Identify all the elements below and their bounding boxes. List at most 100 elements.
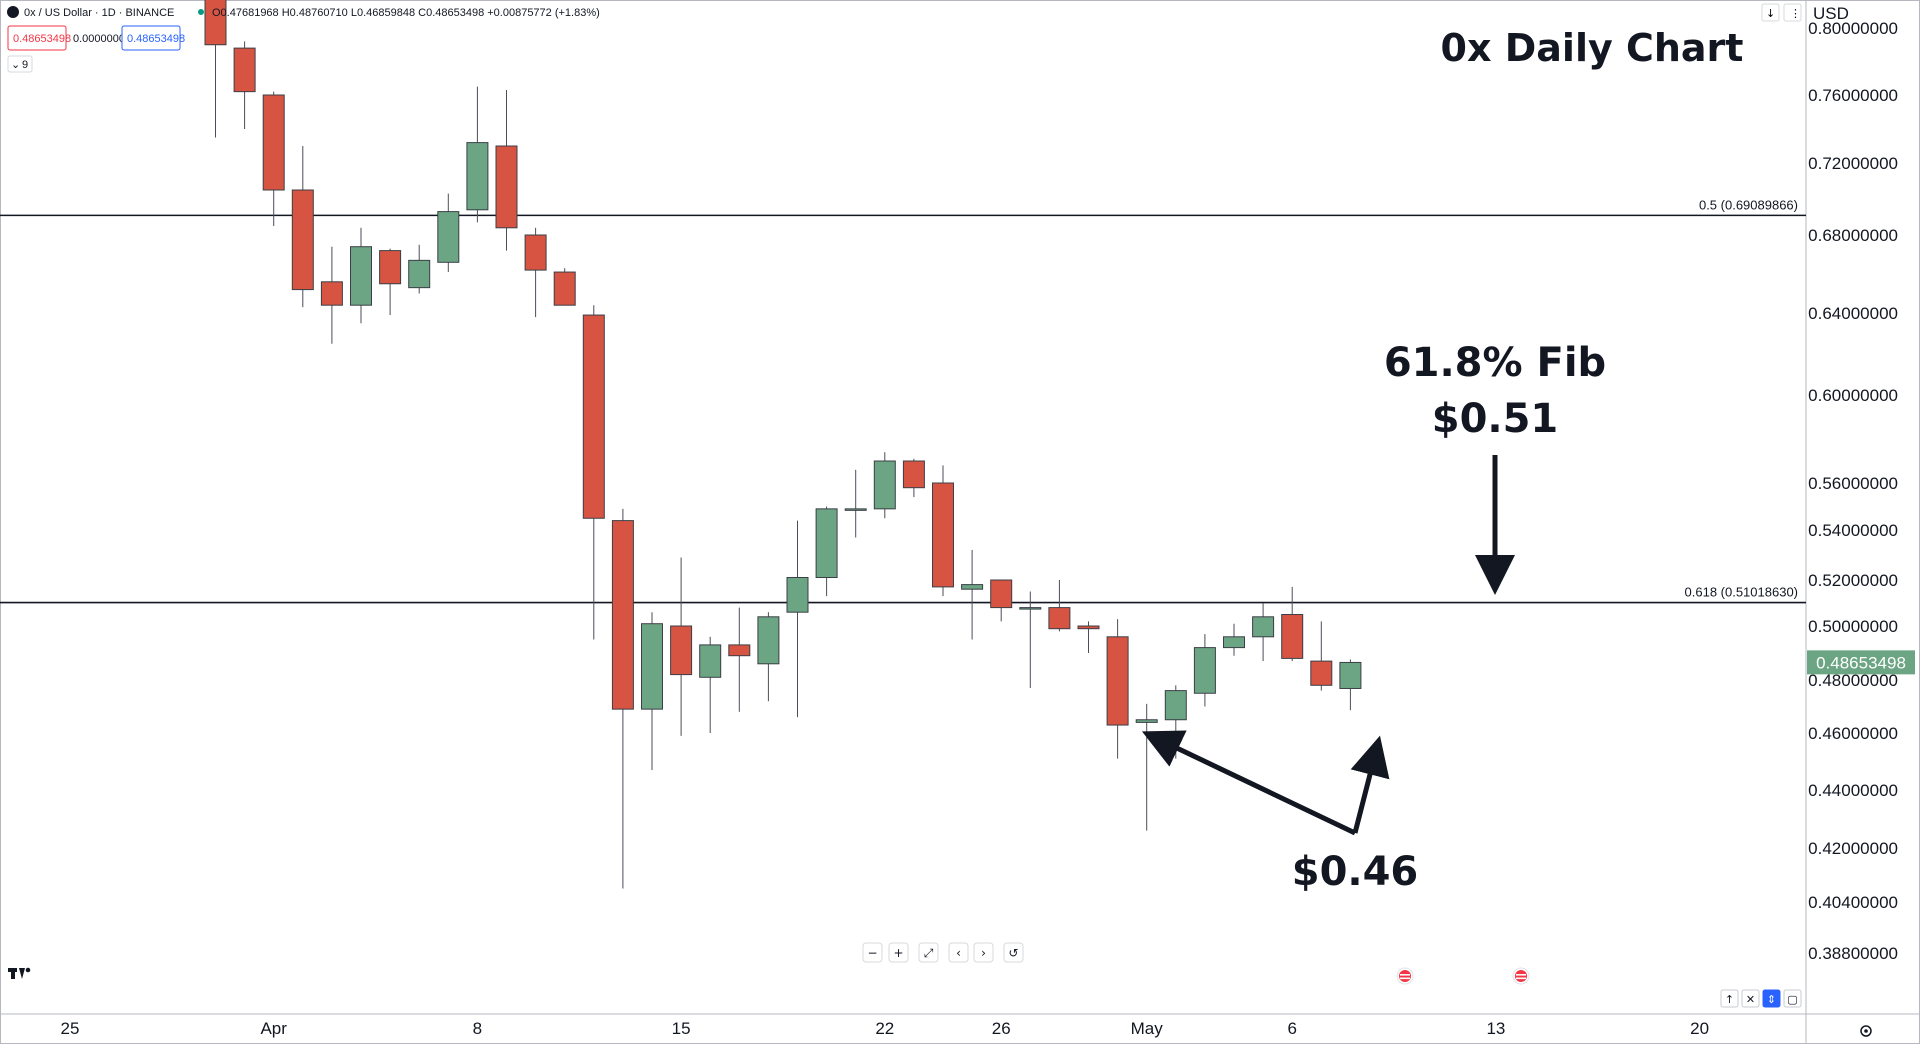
candle[interactable] bbox=[1106, 619, 1129, 759]
candle[interactable] bbox=[495, 89, 518, 251]
nav-button[interactable]: ⤢ bbox=[918, 942, 939, 963]
candle[interactable] bbox=[1135, 703, 1158, 831]
candle[interactable] bbox=[1019, 591, 1042, 688]
time-axis[interactable]: 25 Apr 8 15 22 26 May 6 13 20 bbox=[61, 1019, 1710, 1038]
candle[interactable] bbox=[1339, 659, 1362, 711]
indicators-toggle[interactable] bbox=[7, 55, 33, 73]
candle[interactable] bbox=[1048, 580, 1071, 632]
candle-body bbox=[466, 142, 489, 211]
candle[interactable] bbox=[757, 612, 780, 702]
candle[interactable] bbox=[902, 458, 925, 498]
candle-body bbox=[204, 0, 227, 46]
candle[interactable] bbox=[379, 248, 402, 316]
corner-button[interactable]: ⇕ bbox=[1762, 989, 1781, 1008]
candle[interactable] bbox=[641, 612, 663, 771]
candle-body bbox=[786, 577, 809, 613]
candle-body bbox=[1019, 607, 1042, 610]
candle[interactable] bbox=[932, 465, 954, 597]
corner-button[interactable]: ▢ bbox=[1783, 989, 1802, 1008]
last-price-label: 0.48653498 bbox=[1816, 653, 1906, 672]
candle[interactable] bbox=[350, 227, 372, 324]
price-tick-label: 0.80000000 bbox=[1808, 19, 1898, 38]
price-tick-label: 0.64000000 bbox=[1808, 304, 1898, 323]
candle[interactable] bbox=[844, 469, 867, 538]
candle[interactable] bbox=[990, 579, 1013, 622]
candle[interactable] bbox=[466, 86, 489, 223]
svg-text:‹: ‹ bbox=[956, 946, 961, 960]
corner-button[interactable]: ↑ bbox=[1720, 989, 1739, 1008]
nav-button[interactable]: ‹ bbox=[948, 942, 969, 963]
candle[interactable] bbox=[204, 0, 227, 138]
candle[interactable] bbox=[291, 146, 314, 308]
candle[interactable] bbox=[873, 452, 896, 519]
sell-price-box[interactable] bbox=[7, 25, 67, 51]
candle[interactable] bbox=[437, 193, 460, 273]
fib-level-label: 0.618 (0.51018630) bbox=[1685, 585, 1798, 600]
candle-body bbox=[553, 271, 576, 306]
event-flag-icon[interactable] bbox=[1396, 967, 1414, 985]
nav-button[interactable]: › bbox=[973, 942, 994, 963]
price-tick-label: 0.44000000 bbox=[1808, 781, 1898, 800]
candle-body bbox=[1077, 625, 1100, 630]
candle[interactable] bbox=[670, 557, 693, 736]
candle-body bbox=[1339, 661, 1362, 689]
candle-body bbox=[699, 644, 722, 678]
gear-icon[interactable] bbox=[1860, 1025, 1872, 1037]
fib-annotation-line1: 61.8% Fib bbox=[1384, 340, 1606, 386]
candle[interactable] bbox=[815, 506, 838, 597]
nav-button[interactable]: − bbox=[862, 942, 883, 963]
nav-button[interactable]: ↺ bbox=[1003, 942, 1024, 963]
candles-layer bbox=[204, 0, 1362, 889]
symbol-logo-icon bbox=[7, 6, 19, 18]
candle-body bbox=[844, 508, 867, 511]
time-tick-label: 8 bbox=[473, 1019, 482, 1038]
candle[interactable] bbox=[611, 508, 634, 889]
candle[interactable] bbox=[524, 227, 547, 318]
legend: 0x / US Dollar · 1D · BINANCE O0.4768196… bbox=[7, 6, 600, 73]
market-status-icon bbox=[198, 9, 204, 15]
price-tick-label: 0.42000000 bbox=[1808, 839, 1898, 858]
candle[interactable] bbox=[262, 91, 285, 226]
nav-button[interactable]: + bbox=[888, 942, 909, 963]
candle-body bbox=[291, 189, 314, 291]
candle-body bbox=[1193, 647, 1216, 694]
chart-title: 0x Daily Chart bbox=[1441, 26, 1744, 70]
candle[interactable] bbox=[320, 246, 343, 344]
buy-price-box[interactable] bbox=[121, 25, 181, 51]
candle[interactable] bbox=[1310, 621, 1333, 691]
candle[interactable] bbox=[1223, 623, 1245, 656]
candle[interactable] bbox=[233, 41, 256, 129]
candle[interactable] bbox=[786, 520, 809, 718]
sell-price: 0.48653498 bbox=[13, 33, 71, 45]
candle[interactable] bbox=[582, 305, 605, 640]
candle[interactable] bbox=[1281, 586, 1304, 662]
corner-button[interactable]: ✕ bbox=[1741, 989, 1760, 1008]
event-flag-icon[interactable] bbox=[1512, 967, 1530, 985]
candle[interactable] bbox=[553, 268, 576, 306]
currency-label[interactable]: USD bbox=[1813, 4, 1849, 23]
time-tick-label: 22 bbox=[875, 1019, 894, 1038]
spread-value: 0.00000000 bbox=[73, 33, 131, 45]
candle[interactable] bbox=[1193, 634, 1216, 707]
candle-body bbox=[320, 281, 343, 306]
candle[interactable] bbox=[961, 550, 984, 640]
candle-body bbox=[379, 250, 402, 285]
candle-body bbox=[350, 246, 372, 306]
price-axis[interactable]: 0.80000000 0.76000000 0.72000000 0.68000000… bbox=[1807, 19, 1915, 963]
price-tick-label: 0.54000000 bbox=[1808, 521, 1898, 540]
candle[interactable] bbox=[408, 244, 431, 294]
legend-symbol[interactable]: 0x / US Dollar · 1D · BINANCE bbox=[24, 7, 174, 19]
candle-body bbox=[1135, 719, 1158, 723]
last-price-tag[interactable]: 0.48653498 bbox=[1807, 650, 1915, 675]
candle[interactable] bbox=[699, 636, 722, 733]
scale-menu[interactable]: ↓ ⋮ bbox=[1761, 3, 1802, 22]
candle[interactable] bbox=[1252, 603, 1275, 662]
corner-toolbar: ↑ ✕ ⇕ ▢ bbox=[1720, 989, 1802, 1008]
low-arrow bbox=[1141, 730, 1357, 836]
price-tick-label: 0.72000000 bbox=[1808, 154, 1898, 173]
candle[interactable] bbox=[1077, 621, 1100, 653]
candle[interactable] bbox=[728, 607, 751, 712]
price-tick-label: 0.52000000 bbox=[1808, 571, 1898, 590]
